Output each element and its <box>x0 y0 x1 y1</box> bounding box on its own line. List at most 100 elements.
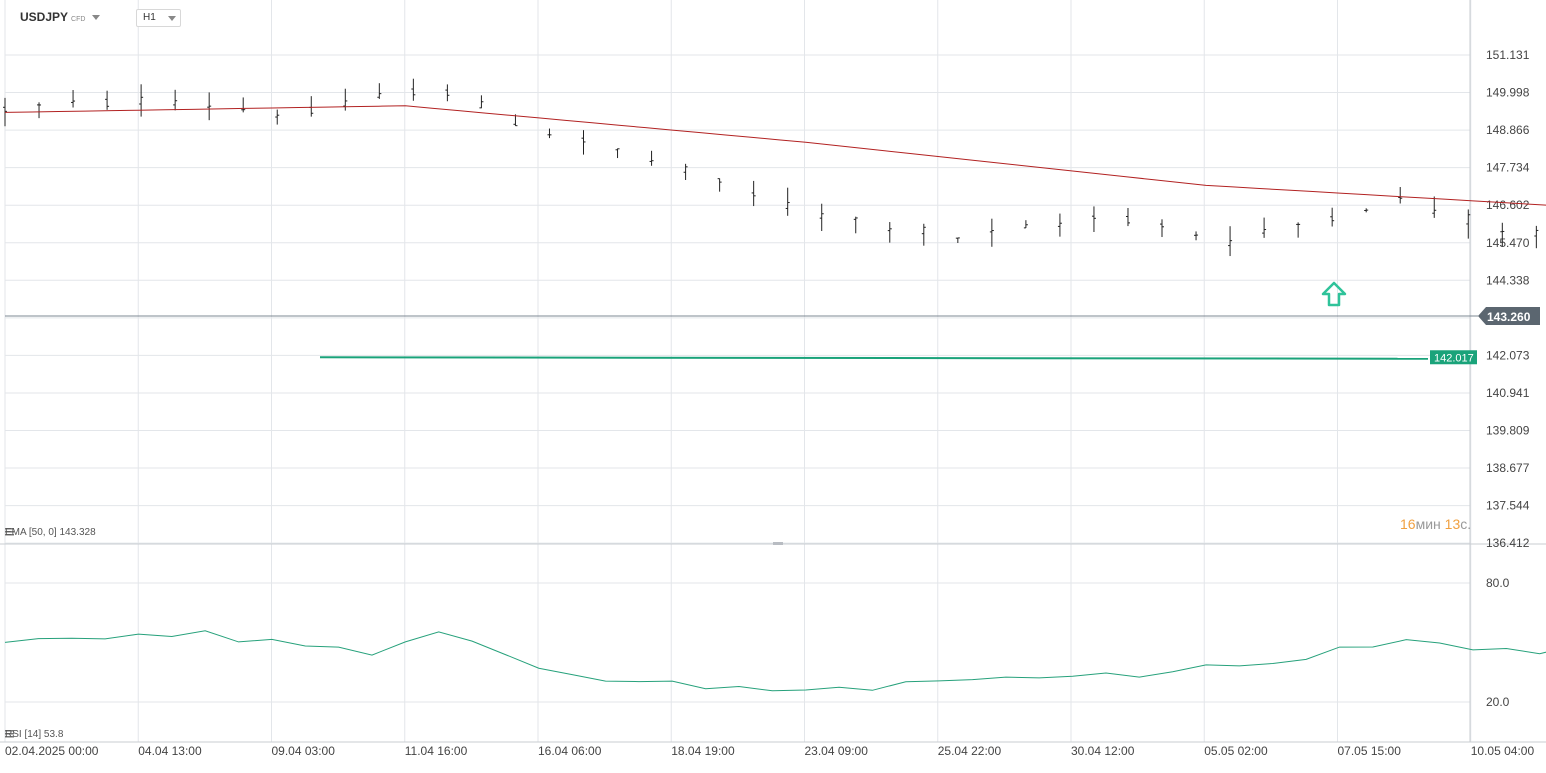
ohlc-bar <box>649 150 654 166</box>
price-tick-label: 136.412 <box>1486 536 1530 550</box>
ohlc-bar <box>1262 217 1267 238</box>
ema-value: 143.328 <box>59 527 96 538</box>
support-price-label: 142.017 <box>1434 352 1474 364</box>
ohlc-bar <box>1330 207 1335 227</box>
ohlc-bar <box>547 128 552 139</box>
ohlc-bar <box>751 180 756 207</box>
ohlc-bar <box>343 88 348 111</box>
ohlc-bar <box>955 237 960 243</box>
ohlc-bar <box>853 216 858 234</box>
time-tick-label: 16.04 06:00 <box>538 744 602 758</box>
ohlc-bar <box>309 96 314 117</box>
timeframe-selector[interactable]: H1 <box>136 9 181 27</box>
price-tick-label: 148.866 <box>1486 123 1530 137</box>
ohlc-bar <box>717 178 722 192</box>
ohlc-bar <box>1500 222 1505 247</box>
rsi-params: [14] <box>24 729 42 740</box>
timer-minutes: 16 <box>1400 516 1416 532</box>
ema-name: EMA <box>5 527 27 538</box>
ohlc-bar <box>989 218 994 247</box>
timer-seconds: 13 <box>1444 516 1461 532</box>
ohlc-bar <box>1194 231 1199 241</box>
chart-toolbar: USDJPY CFD H1 <box>0 0 400 34</box>
ohlc-bar <box>71 90 76 108</box>
price-tick-label: 147.734 <box>1486 161 1530 175</box>
ohlc-bar <box>1091 206 1096 233</box>
rsi-tick-label: 80.0 <box>1486 576 1510 590</box>
ohlc-bar <box>479 95 484 109</box>
price-tick-label: 149.998 <box>1486 86 1530 100</box>
current-price-label: 143.260 <box>1487 310 1531 324</box>
candle-countdown: 16мин 13с. <box>1400 516 1471 532</box>
price-tick-label: 137.544 <box>1486 499 1530 513</box>
time-tick-label: 05.05 02:00 <box>1204 744 1268 758</box>
rsi-name: RSI <box>5 729 22 740</box>
ohlc-bar <box>411 78 416 101</box>
menu-icon <box>5 534 14 536</box>
ema-line <box>4 105 1546 206</box>
ema-legend[interactable]: EMA [50, 0] 143.328 <box>5 527 96 538</box>
ohlc-bar <box>581 130 586 155</box>
time-tick-label: 30.04 12:00 <box>1071 744 1135 758</box>
price-tick-label: 144.338 <box>1486 273 1530 287</box>
ohlc-bar <box>105 90 110 110</box>
menu-icon <box>5 730 14 732</box>
price-tick-label: 146.602 <box>1486 198 1530 212</box>
ohlc-bar <box>683 163 688 180</box>
support-line <box>319 356 1429 360</box>
price-tick-label: 145.470 <box>1486 236 1530 250</box>
menu-icon <box>5 528 14 530</box>
rsi-legend[interactable]: RSI [14] 53.8 <box>5 729 63 740</box>
time-tick-label: 09.04 03:00 <box>272 744 336 758</box>
ema-params: [50, 0] <box>28 527 57 538</box>
time-tick-label: 23.04 09:00 <box>805 744 869 758</box>
ohlc-bar <box>173 89 178 111</box>
ohlc-bar <box>377 83 382 99</box>
ohlc-bar <box>1364 208 1369 213</box>
timeframe-label: H1 <box>143 12 156 23</box>
up-arrow-icon <box>1321 281 1347 307</box>
symbol-name: USDJPY <box>20 10 69 24</box>
ohlc-bar <box>1160 219 1165 238</box>
symbol-selector[interactable]: USDJPY CFD <box>20 10 85 24</box>
time-tick-label: 04.04 13:00 <box>138 744 202 758</box>
support-price-tag <box>1430 350 1477 365</box>
ohlc-bar <box>1432 196 1437 218</box>
rsi-tick-label: 20.0 <box>1486 695 1510 709</box>
instrument-type: CFD <box>71 16 86 23</box>
time-tick-label: 25.04 22:00 <box>938 744 1002 758</box>
time-tick-label: 11.04 16:00 <box>405 744 468 758</box>
timer-sec-unit: с. <box>1460 516 1472 532</box>
ohlc-bar <box>207 92 212 121</box>
current-price-tag <box>1478 307 1540 326</box>
ohlc-bar <box>615 148 620 159</box>
ohlc-bar <box>1534 225 1539 249</box>
ohlc-bar <box>1023 220 1028 229</box>
ohlc-bar <box>1466 209 1471 239</box>
time-tick-label: 18.04 19:00 <box>671 744 735 758</box>
menu-icon <box>5 733 14 735</box>
chevron-down-icon[interactable] <box>92 15 100 20</box>
ohlc-bar <box>887 222 892 243</box>
ohlc-bar <box>785 187 790 216</box>
ohlc-bar <box>1057 213 1062 237</box>
timer-min-unit: мин <box>1415 516 1441 532</box>
pane-resize-handle <box>773 542 783 545</box>
time-tick-label: 07.05 15:00 <box>1338 744 1402 758</box>
price-tick-label: 142.073 <box>1486 348 1530 362</box>
ohlc-bar <box>1296 222 1301 238</box>
ohlc-bar <box>921 223 926 246</box>
price-tick-label: 139.809 <box>1486 424 1530 438</box>
menu-icon <box>5 736 14 738</box>
time-tick-label: 02.04.2025 00:00 <box>5 744 99 758</box>
ohlc-bar <box>139 84 144 117</box>
ohlc-bar <box>37 102 42 119</box>
ohlc-bar <box>241 97 246 113</box>
price-tick-label: 138.677 <box>1486 461 1530 475</box>
ohlc-bar <box>445 84 450 102</box>
price-tick-label: 151.131 <box>1486 48 1530 62</box>
ohlc-bar <box>1228 226 1233 257</box>
ohlc-bar <box>819 203 824 232</box>
